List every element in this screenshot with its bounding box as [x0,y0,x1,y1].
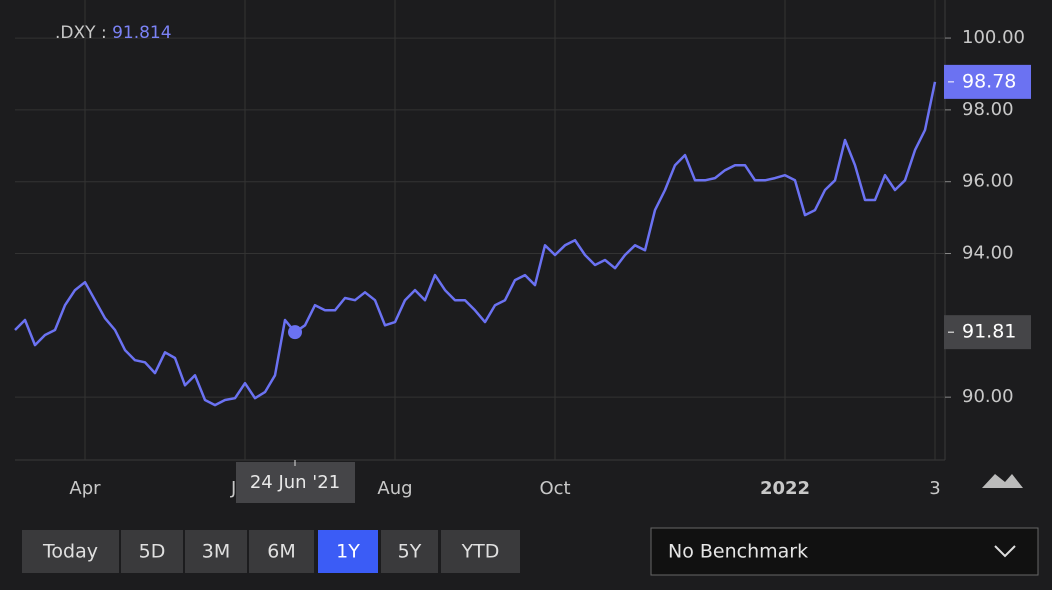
symbol: .DXY : 91.814 [55,23,172,43]
x-tick-label: 3 [929,478,940,499]
range-button[interactable] [318,530,378,573]
x-tick-label: 2022 [760,478,810,499]
price-badge-label: 98.78 [962,70,1016,92]
readout: 91.814 [112,23,171,43]
logo [982,474,1023,488]
range-buttons: Today 5D 3M 6M 1Y 5Y YTD [22,530,520,573]
benchmark-label: No Benchmark [668,541,808,563]
plot [14,0,951,460]
range-button[interactable] [249,530,314,573]
y-tick-label: 100.00 [962,27,1025,48]
range-button[interactable] [185,530,247,573]
separator: : [101,23,107,43]
symbol-name: .DXY [55,23,96,43]
price-badge-label: 91.81 [962,321,1016,343]
price-line [14,81,937,407]
x-tick-label: Apr [69,478,101,499]
range-button[interactable] [441,530,520,573]
range-button-label: 1Y [336,541,360,563]
price-badge [944,315,1031,350]
logo-shape [982,474,1023,488]
x-tick-label: Oct [539,478,570,499]
hover-point [288,325,302,340]
range-button-label: 6M [267,541,295,563]
range-button[interactable] [22,530,119,573]
x-tick-label: Aug [377,478,412,499]
range-button-label: Today [42,541,98,563]
y-tick-label: 90.00 [962,386,1014,407]
tooltip-box [236,462,355,503]
y-tick-label: 98.00 [962,99,1014,120]
range-button-label: YTD [461,541,500,563]
range-button-label: 3M [202,541,230,563]
range-button[interactable] [381,530,438,573]
benchmark-dropdown[interactable] [650,527,1039,576]
range-button-label: 5D [139,541,166,563]
range-button-label: 5Y [398,541,422,563]
y-tick-label: 96.00 [962,171,1014,192]
range-button[interactable] [121,530,183,573]
tooltip-label: 24 Jun '21 [250,472,340,493]
dropdown-chevron [994,545,1016,558]
price-badge [944,64,1031,99]
y-tick-label: 94.00 [962,243,1014,264]
